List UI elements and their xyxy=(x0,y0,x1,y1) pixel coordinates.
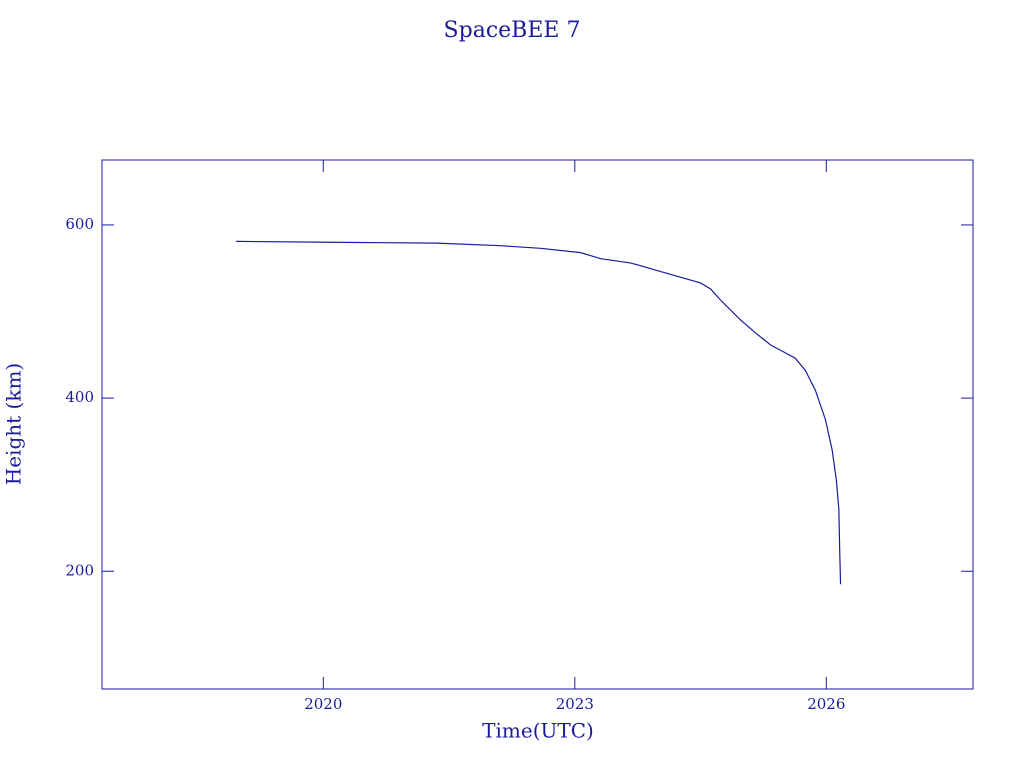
y-tick-label: 400 xyxy=(65,388,94,406)
chart-title: SpaceBEE 7 xyxy=(444,18,581,43)
y-axis-title: Height (km) xyxy=(2,363,26,485)
y-tick-label: 200 xyxy=(65,561,94,579)
data-line xyxy=(236,240,842,585)
x-axis-title: Time(UTC) xyxy=(482,719,594,743)
plot-frame xyxy=(101,159,974,690)
x-tick-label: 2020 xyxy=(304,695,342,713)
y-tick-label: 600 xyxy=(65,215,94,233)
x-tick-label: 2026 xyxy=(807,695,845,713)
x-tick-label: 2023 xyxy=(556,695,594,713)
